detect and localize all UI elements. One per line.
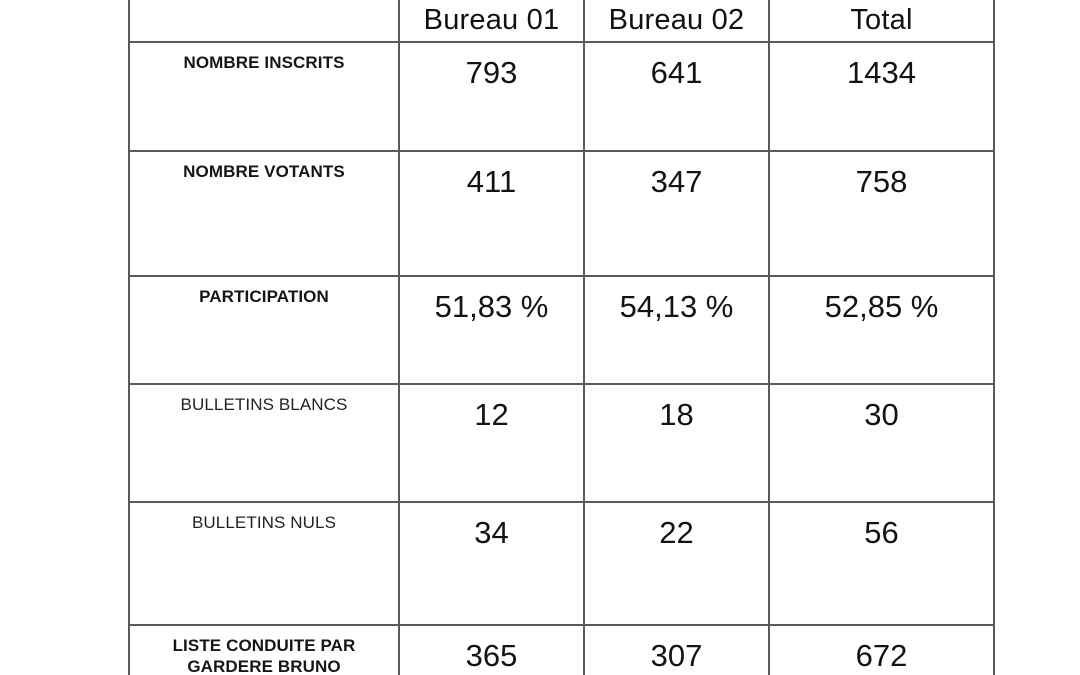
row-label-bulletins-nuls: BULLETINS NULS	[128, 503, 400, 626]
cell-bulletins-nuls-bureau-02: 22	[585, 503, 770, 626]
row-label-participation: PARTICIPATION	[128, 277, 400, 385]
header-cell-bureau-01: Bureau 01	[400, 0, 585, 43]
cell-bulletins-nuls-bureau-01: 34	[400, 503, 585, 626]
results-table: Bureau 01 Bureau 02 Total NOMBRE INSCRIT…	[128, 0, 995, 675]
cell-liste-gardere-bruno-bureau-02: 307	[585, 626, 770, 675]
header-cell-bureau-02: Bureau 02	[585, 0, 770, 43]
header-cell-empty	[128, 0, 400, 43]
cell-bulletins-blancs-bureau-02: 18	[585, 385, 770, 503]
cell-nombre-votants-total: 758	[770, 152, 995, 277]
cell-participation-total: 52,85 %	[770, 277, 995, 385]
row-label-bulletins-blancs: BULLETINS BLANCS	[128, 385, 400, 503]
cell-liste-gardere-bruno-bureau-01: 365	[400, 626, 585, 675]
row-label-nombre-votants: NOMBRE VOTANTS	[128, 152, 400, 277]
cell-nombre-inscrits-total: 1434	[770, 43, 995, 152]
cell-participation-bureau-01: 51,83 %	[400, 277, 585, 385]
cell-nombre-votants-bureau-01: 411	[400, 152, 585, 277]
row-label-liste-gardere-bruno: LISTE CONDUITE PAR GARDERE BRUNO	[128, 626, 400, 675]
row-label-text: LISTE CONDUITE PAR GARDERE BRUNO	[172, 636, 356, 675]
cell-nombre-inscrits-bureau-02: 641	[585, 43, 770, 152]
row-label-nombre-inscrits: NOMBRE INSCRITS	[128, 43, 400, 152]
cell-nombre-votants-bureau-02: 347	[585, 152, 770, 277]
cell-participation-bureau-02: 54,13 %	[585, 277, 770, 385]
cell-bulletins-blancs-total: 30	[770, 385, 995, 503]
cell-nombre-inscrits-bureau-01: 793	[400, 43, 585, 152]
cell-bulletins-blancs-bureau-01: 12	[400, 385, 585, 503]
header-cell-total: Total	[770, 0, 995, 43]
cell-bulletins-nuls-total: 56	[770, 503, 995, 626]
cell-liste-gardere-bruno-total: 672	[770, 626, 995, 675]
